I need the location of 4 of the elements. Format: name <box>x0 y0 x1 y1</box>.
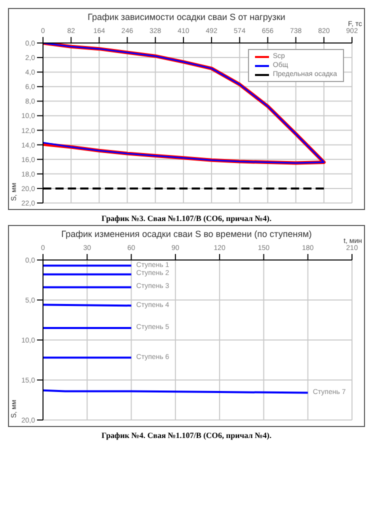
chart-title: График зависимости осадки сваи S от нагрузки <box>86 12 286 22</box>
text: График №3. Свая №1.107/В (СО6, причал №4). <box>100 214 272 223</box>
chart-title: График изменения осадки сваи S во времени (по ступеням) <box>60 229 313 239</box>
text: График №4. Свая №1.107/В (СО6, причал №4). <box>100 431 272 440</box>
